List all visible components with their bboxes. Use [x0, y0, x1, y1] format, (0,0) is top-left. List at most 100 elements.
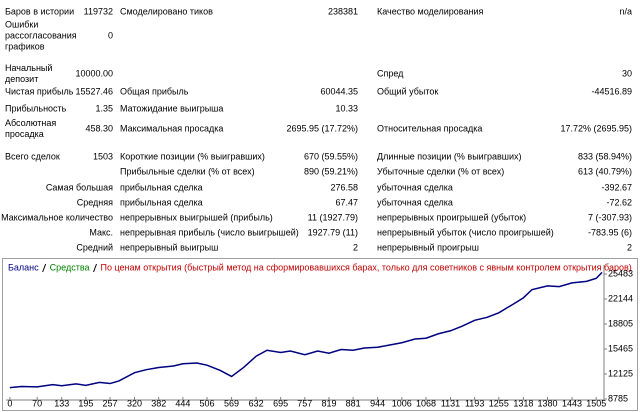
- x-tick-label: 1193: [465, 398, 484, 408]
- x-tick-label: 1505: [586, 398, 606, 408]
- field-value: 17.72% (2695.95): [560, 123, 632, 134]
- x-tick-label: 1318: [513, 398, 533, 408]
- field-value: -44516.89: [591, 86, 632, 97]
- field-label: Спред: [377, 68, 404, 79]
- field-label: Баров в истории: [5, 6, 75, 17]
- field-value: -783.95 (6): [587, 227, 632, 238]
- x-tick-label: 133: [54, 398, 69, 408]
- field-label: Короткие позиции (% выигравших): [120, 151, 265, 162]
- group-label: Максимальное количество: [1, 212, 113, 223]
- field-label: Прибыльные сделки (% от всех): [120, 166, 255, 177]
- field-value: 15527.46: [75, 86, 113, 97]
- x-tick-label: 819: [321, 398, 336, 408]
- x-tick-label: 757: [297, 398, 312, 408]
- field-label: Общая прибыль: [120, 86, 189, 97]
- field-value: 833 (58.94%): [577, 151, 632, 162]
- field-value: 10.33: [335, 103, 358, 114]
- field-value: 2695.95 (17.72%): [286, 123, 358, 134]
- field-label: убыточная сделка: [377, 182, 453, 193]
- x-tick-label: 1443: [562, 398, 582, 408]
- group-label: Самая большая: [45, 182, 113, 193]
- field-label: непрерывный выигрыш: [120, 242, 219, 253]
- field-label: непрерывный убыток (число проигрышей): [377, 227, 554, 238]
- x-tick-label: 881: [346, 398, 361, 408]
- field-label: непрерывных проигрышей (убыток): [377, 212, 527, 223]
- field-label: Чистая прибыль: [5, 86, 74, 97]
- x-tick-label: 257: [103, 398, 118, 408]
- group-label: Средний: [76, 242, 113, 253]
- field-value: -72.62: [606, 197, 632, 208]
- x-tick-label: 320: [127, 398, 142, 408]
- field-label: Относительная просадка: [377, 123, 483, 134]
- x-tick-label: 695: [273, 398, 288, 408]
- field-label: Длинные позиции (% выигравших): [377, 151, 522, 162]
- x-tick-label: 1380: [537, 398, 557, 408]
- x-tick-label: 1068: [416, 398, 436, 408]
- field-label: Прибыльность: [5, 103, 67, 114]
- x-tick-label: 382: [151, 398, 166, 408]
- legend-separator: [93, 263, 97, 273]
- field-label: Максимальная просадка: [120, 123, 224, 134]
- field-value: 458.30: [85, 123, 113, 134]
- group-label: Средняя: [76, 197, 113, 208]
- field-value: 276.58: [330, 182, 358, 193]
- field-value: 1503: [92, 151, 113, 162]
- field-label: Матожидание выигрыша: [120, 103, 224, 114]
- field-label: непрерывный проигрыш: [377, 242, 479, 253]
- x-tick-label: 0: [7, 398, 12, 408]
- field-value: 11 (1927.79): [307, 212, 358, 223]
- field-value: 30: [621, 68, 632, 79]
- field-value: 1927.79 (11): [307, 227, 358, 238]
- field-value: 238381: [327, 6, 358, 17]
- field-value: 10000.00: [75, 68, 113, 79]
- x-tick-label: 195: [78, 398, 93, 408]
- field-label: Ошибки рассогласования графиков: [5, 19, 77, 52]
- field-label: Абсолютная просадка: [5, 118, 57, 139]
- field-label: убыточная сделка: [377, 197, 453, 208]
- field-label: прибыльная сделка: [120, 182, 203, 193]
- field-value: 7 (-307.93): [587, 212, 632, 223]
- field-value: 67.47: [335, 197, 358, 208]
- field-label: непрерывная прибыль (число выигрышей): [120, 227, 299, 238]
- field-label: Смоделировано тиков: [120, 6, 213, 17]
- field-value: 613 (40.79%): [577, 166, 632, 177]
- field-value: 2: [626, 242, 632, 253]
- x-tick-label: 444: [175, 398, 190, 408]
- field-value: 119732: [83, 6, 113, 17]
- field-value: n/a: [619, 6, 632, 17]
- legend-separator: [42, 263, 47, 273]
- legend-entry: Баланс: [8, 262, 39, 272]
- x-tick-label: 944: [370, 398, 385, 408]
- x-tick-label: 70: [32, 398, 42, 408]
- field-value: 0: [107, 30, 113, 41]
- y-tick-label: 15465: [608, 343, 633, 353]
- field-value: -392.67: [601, 182, 632, 193]
- field-label: Общий убыток: [377, 86, 439, 97]
- x-tick-label: 506: [200, 398, 215, 408]
- field-label: Начальный депозит: [5, 63, 53, 84]
- y-tick-label: 25483: [608, 268, 633, 278]
- field-label: Всего сделок: [5, 151, 60, 162]
- legend-entry: Средства: [50, 262, 90, 272]
- field-value: 890 (59.21%): [303, 166, 358, 177]
- x-tick-label: 632: [249, 398, 264, 408]
- y-tick-label: 18805: [608, 318, 633, 328]
- x-tick-label: 1255: [489, 398, 509, 408]
- field-value: 670 (59.55%): [303, 151, 358, 162]
- field-value: 2: [352, 242, 358, 253]
- y-tick-label: 22144: [608, 293, 633, 303]
- field-value: 1.35: [95, 103, 113, 114]
- field-label: прибыльная сделка: [120, 197, 203, 208]
- field-label: Качество моделирования: [377, 6, 484, 17]
- chart-subtitle: По ценам открытия (быстрый метод на сфор…: [101, 262, 632, 272]
- x-tick-label: 1006: [392, 398, 412, 408]
- chart-border: [2, 258, 638, 411]
- group-label: Макс.: [89, 227, 113, 238]
- field-label: непрерывных выигрышей (прибыль): [120, 212, 273, 223]
- balance-line: [9, 271, 603, 389]
- x-tick-label: 569: [224, 398, 239, 408]
- y-tick-label: 8785: [608, 393, 628, 403]
- y-tick-label: 12125: [608, 368, 633, 378]
